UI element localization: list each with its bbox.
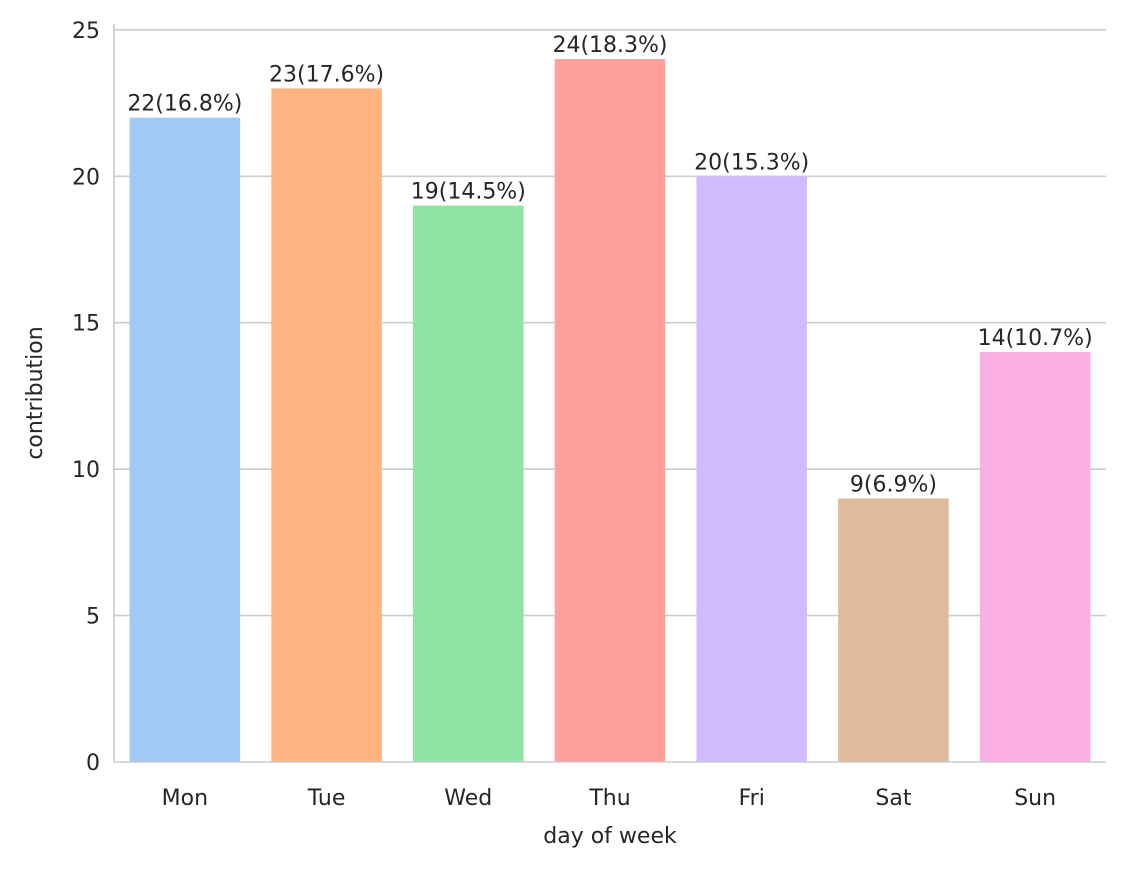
- bar-sun: [979, 352, 1091, 762]
- y-tick-labels: 0 5 10 15 20 25: [72, 19, 100, 776]
- bar-data-label: 22(16.8%): [127, 92, 242, 117]
- bar-fri: [696, 176, 807, 763]
- y-tick-label: 15: [72, 312, 100, 337]
- x-tick-label: Wed: [444, 786, 492, 811]
- bar-sat: [838, 498, 949, 762]
- bar-tue: [271, 88, 382, 762]
- bar-data-label: 20(15.3%): [694, 150, 809, 175]
- y-tick-label: 25: [72, 19, 100, 44]
- y-axis-title: contribution: [23, 326, 48, 459]
- x-tick-label: Sun: [1014, 786, 1056, 811]
- bars: [129, 59, 1091, 763]
- bar-data-label: 24(18.3%): [552, 33, 667, 58]
- y-tick-label: 10: [72, 458, 100, 483]
- x-tick-label: Mon: [162, 786, 208, 811]
- x-tick-label: Sat: [875, 786, 911, 811]
- y-tick-label: 20: [72, 165, 100, 190]
- bar-data-label: 9(6.9%): [850, 472, 937, 497]
- bar-mon: [129, 117, 241, 762]
- bar-data-label: 14(10.7%): [978, 326, 1093, 351]
- x-axis-title: day of week: [543, 824, 677, 849]
- bar-wed: [413, 205, 524, 763]
- x-tick-label: Thu: [588, 786, 630, 811]
- y-tick-label: 5: [86, 605, 100, 630]
- bar-thu: [554, 59, 666, 762]
- axis-spines: [113, 24, 1106, 763]
- bar-data-label: 19(14.5%): [411, 180, 526, 205]
- y-tick-label: 0: [86, 751, 100, 776]
- bar-data-label: 23(17.6%): [269, 62, 384, 87]
- x-tick-labels: Mon Tue Wed Thu Fri Sat Sun: [162, 786, 1056, 811]
- x-tick-label: Fri: [739, 786, 765, 811]
- bar-data-labels: 22(16.8%) 23(17.6%) 19(14.5%) 24(18.3%) 20(1…: [127, 33, 1092, 497]
- x-tick-label: Tue: [307, 786, 346, 811]
